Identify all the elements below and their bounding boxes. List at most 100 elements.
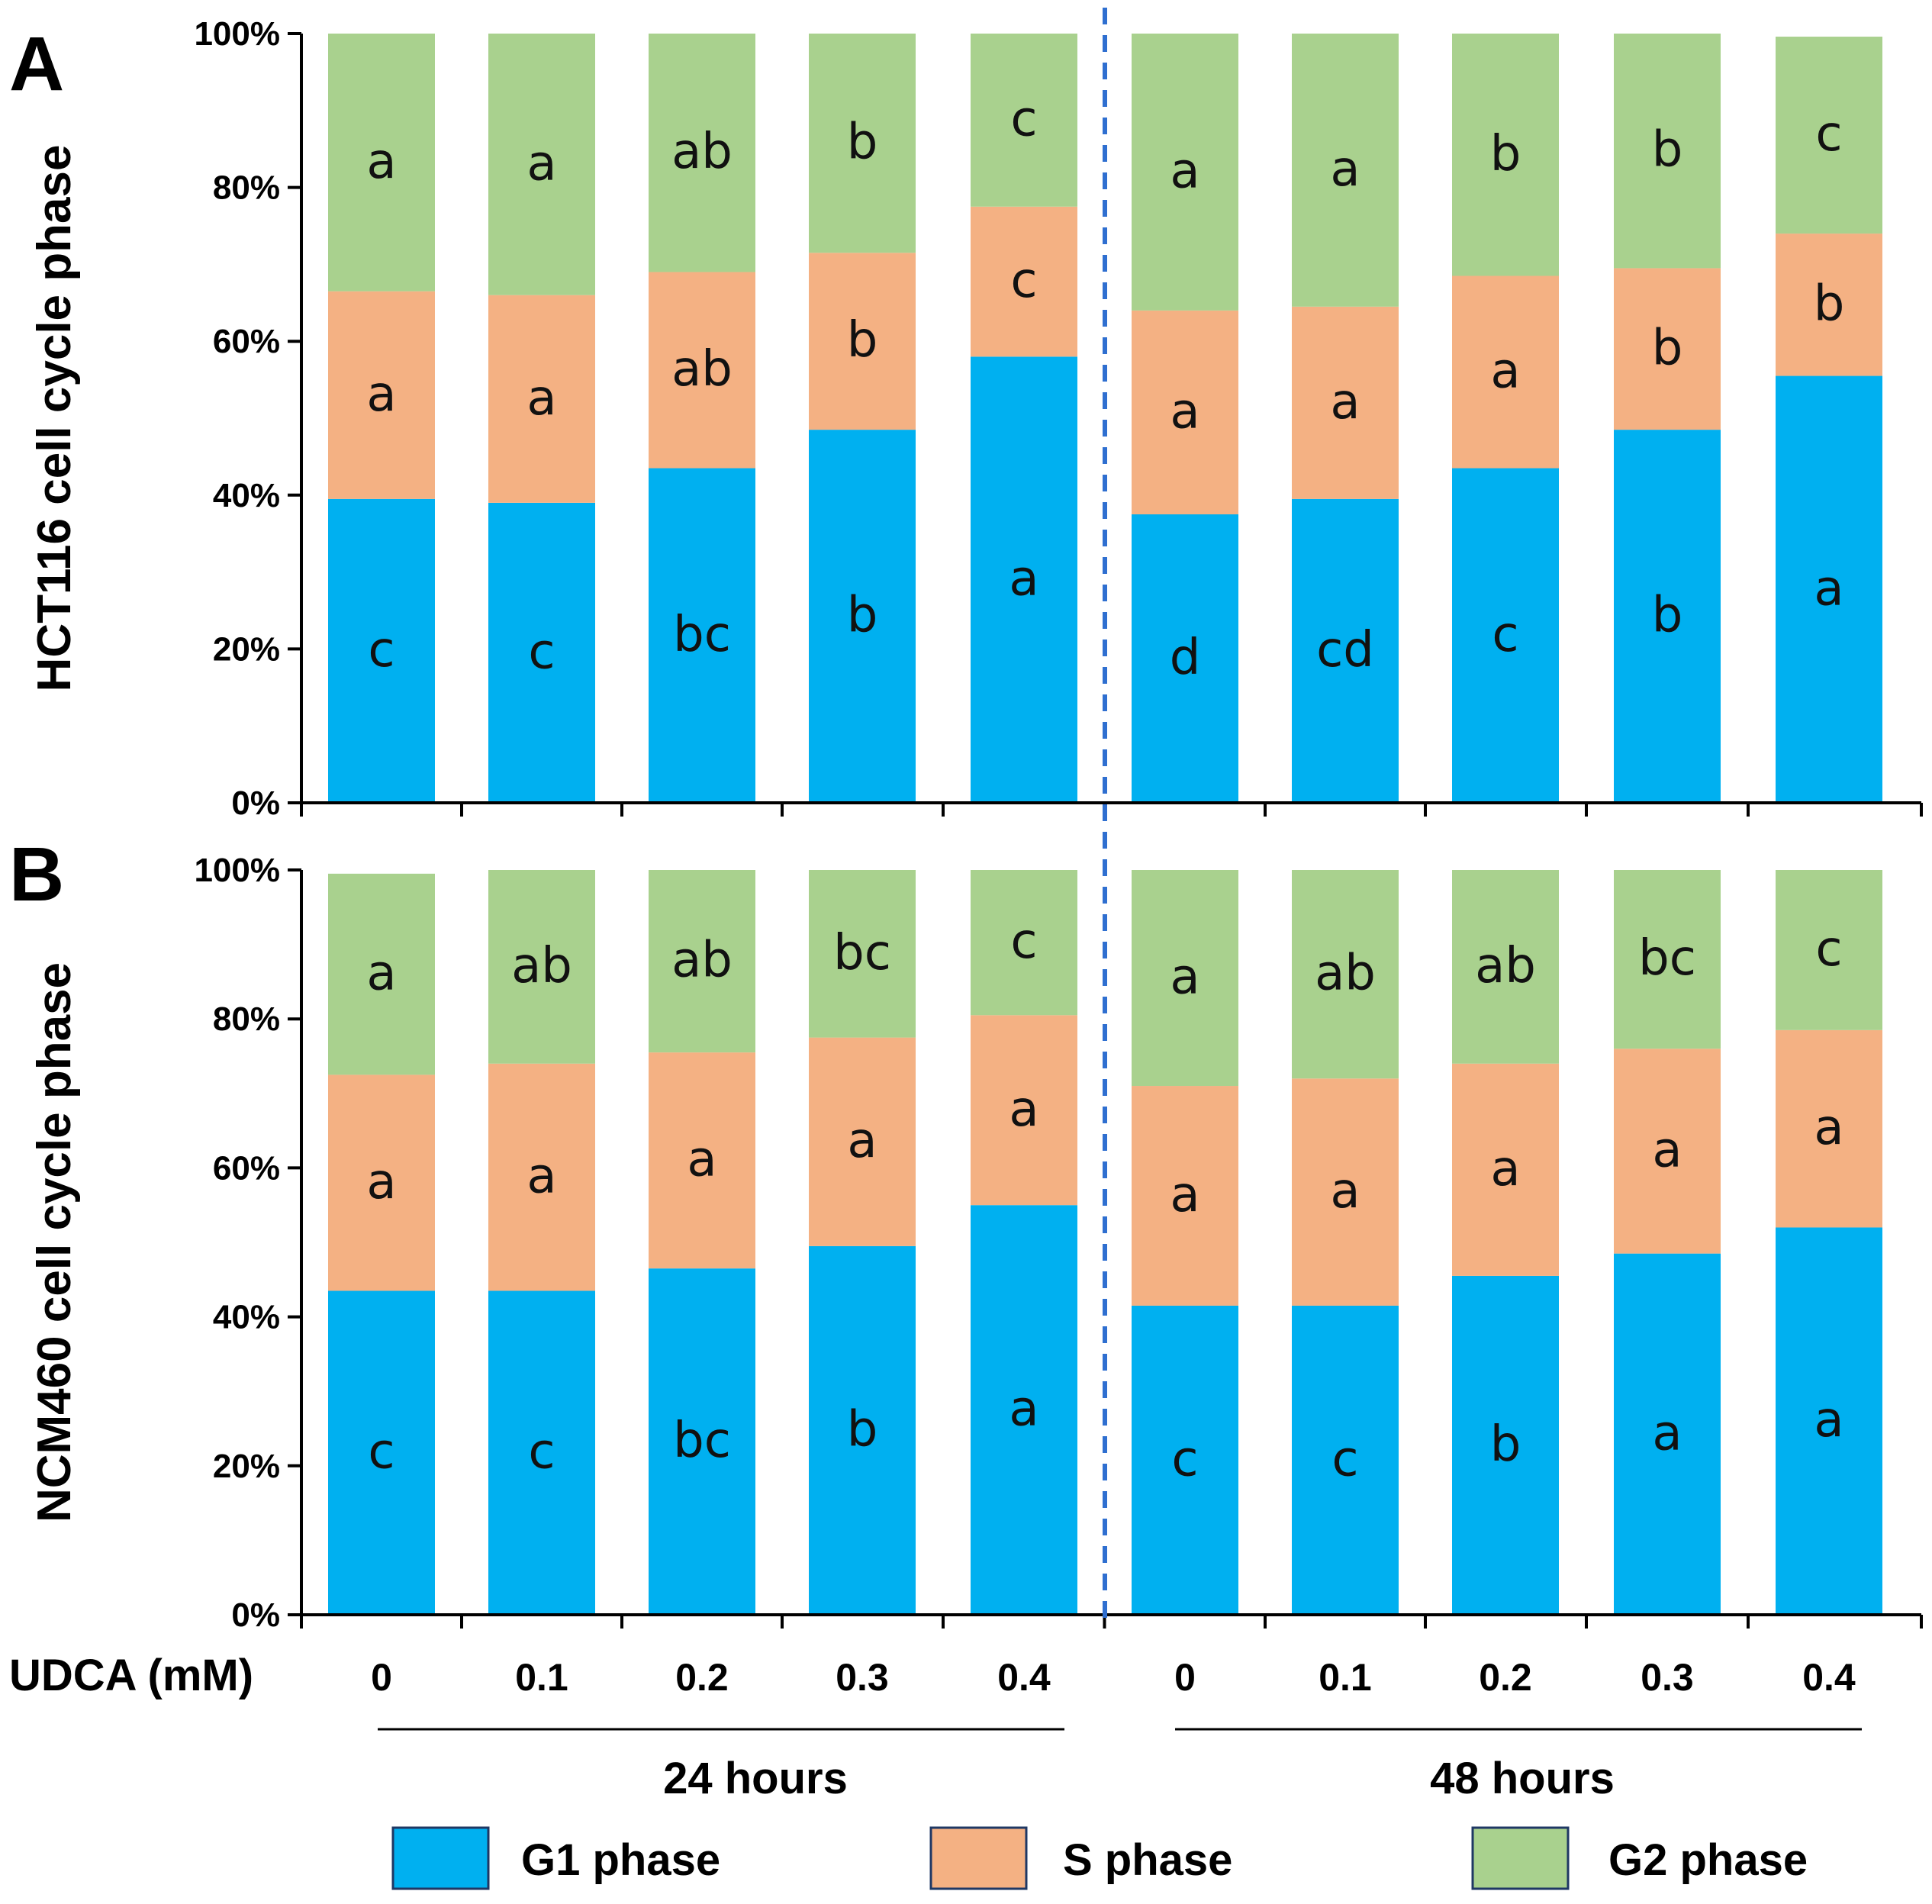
- sig-letter-b-g2-1: ab: [511, 938, 572, 994]
- x-tick-label: 0.3: [836, 1656, 889, 1699]
- legend-label-g1: G1 phase: [521, 1835, 720, 1885]
- bar-a-g1-1: [488, 502, 595, 803]
- panel-letter-a: A: [9, 21, 64, 107]
- y-tick-label: 20%: [213, 1448, 280, 1485]
- bar-b-g2-6: [1292, 870, 1399, 1079]
- sig-letter-a-g2-7: b: [1490, 126, 1521, 182]
- bar-a-s-1: [488, 295, 595, 503]
- x-axis-title: UDCA (mM): [9, 1651, 253, 1700]
- sig-letter-b-g1-2: bc: [673, 1413, 731, 1469]
- sig-letter-b-g2-6: ab: [1315, 946, 1376, 1002]
- bar-a-s-5: [1132, 310, 1238, 514]
- sig-letter-a-g1-0: c: [368, 622, 394, 678]
- legend-label-s: S phase: [1063, 1835, 1232, 1885]
- sig-letter-b-s-3: a: [847, 1113, 877, 1169]
- bar-a-g2-1: [488, 34, 595, 295]
- sig-letter-a-s-5: a: [1170, 383, 1199, 440]
- bar-a-g1-9: [1776, 375, 1882, 803]
- bar-a-g1-7: [1452, 468, 1559, 803]
- bar-b-g1-8: [1614, 1253, 1721, 1615]
- legend-label-g2: G2 phase: [1608, 1835, 1808, 1885]
- x-tick-label: 0.4: [997, 1656, 1051, 1699]
- sig-letter-b-s-4: a: [1009, 1081, 1038, 1138]
- sig-letter-b-g2-0: a: [366, 946, 396, 1002]
- sig-letter-b-s-7: a: [1490, 1141, 1520, 1197]
- sig-letter-a-g1-4: a: [1009, 551, 1038, 607]
- bar-b-g2-4: [971, 870, 1077, 1016]
- bar-a-g2-2: [649, 34, 755, 272]
- bar-b-g1-3: [809, 1245, 916, 1615]
- sig-letter-b-g2-2: ab: [671, 933, 733, 989]
- sig-letter-a-g2-1: a: [526, 135, 556, 192]
- bar-b-s-3: [809, 1037, 916, 1246]
- sig-letter-b-g2-8: bc: [1638, 930, 1696, 987]
- bar-b-s-7: [1452, 1063, 1559, 1276]
- x-tick-label: 0.1: [515, 1656, 568, 1699]
- bar-b-g1-0: [328, 1290, 435, 1615]
- x-tick-labels: 0 0.1 0.2 0.3 0.4 0 0.1 0.2 0.3 0.4: [371, 1656, 1856, 1699]
- sig-letter-a-g1-7: c: [1492, 607, 1518, 663]
- bar-b-g2-1: [488, 870, 595, 1064]
- sig-letter-b-s-9: a: [1814, 1100, 1843, 1156]
- bar-a-s-6: [1292, 306, 1399, 499]
- sig-letter-a-s-9: b: [1814, 275, 1845, 332]
- x-axis: UDCA (mM) 0 0.1 0.2 0.3 0.4 0 0.1 0.2 0.3 0.4 24 …: [9, 1651, 1862, 1803]
- x-tick-label: 0: [1174, 1656, 1196, 1699]
- bar-b-s-0: [328, 1074, 435, 1291]
- bar-b-g2-8: [1614, 870, 1721, 1049]
- bar-a-g2-8: [1614, 34, 1721, 269]
- y-tick-label: 100%: [194, 15, 280, 53]
- sig-letter-a-g1-3: b: [847, 588, 878, 644]
- bar-a-s-0: [328, 291, 435, 499]
- bar-a-g1-3: [809, 430, 916, 803]
- y-tick-label: 60%: [213, 323, 280, 360]
- bar-b-g2-0: [328, 873, 435, 1075]
- bar-a-g1-6: [1292, 498, 1399, 803]
- legend-item-g1: G1 phase: [391, 1826, 720, 1890]
- bar-b-g1-5: [1132, 1305, 1238, 1615]
- sig-letter-a-s-8: b: [1652, 320, 1683, 376]
- sig-letter-a-g2-3: b: [847, 114, 878, 171]
- sig-letter-b-s-6: a: [1330, 1163, 1360, 1219]
- sig-letter-b-g1-3: b: [847, 1401, 878, 1458]
- y-axis-title-a: HCT116 cell cycle phase: [28, 145, 81, 692]
- bar-a-g1-2: [649, 468, 755, 803]
- legend-swatch-g2: [1471, 1826, 1570, 1890]
- sig-letter-b-g1-8: a: [1652, 1405, 1682, 1461]
- sig-letter-a-g2-9: c: [1815, 106, 1842, 163]
- bar-a-g2-3: [809, 34, 916, 253]
- bar-b-s-1: [488, 1063, 595, 1291]
- y-tick-label: 0%: [231, 784, 280, 822]
- sig-letter-a-s-7: a: [1490, 343, 1520, 400]
- legend-swatch-g1: [391, 1826, 490, 1890]
- bar-a-g2-0: [328, 34, 435, 292]
- sig-letter-a-g1-9: a: [1814, 560, 1843, 617]
- bar-b-g1-9: [1776, 1227, 1882, 1615]
- sig-letter-a-g2-6: a: [1330, 141, 1360, 198]
- group-label-24h: 24 hours: [663, 1754, 848, 1803]
- group-label-48h: 48 hours: [1430, 1754, 1615, 1803]
- legend: G1 phase S phase G2 phase: [391, 1826, 1808, 1890]
- bars: c a a c a ab bc a ab b a bc a a c c a a c a ab b a ab a a bc a a c: [328, 870, 1882, 1615]
- sig-letter-b-g2-3: bc: [833, 925, 891, 981]
- y-tick-label: 0%: [231, 1596, 280, 1634]
- sig-letter-b-g2-7: ab: [1475, 938, 1536, 994]
- sig-letter-a-g1-2: bc: [673, 607, 731, 663]
- sig-letter-a-s-2: ab: [671, 341, 733, 398]
- sig-letter-b-g1-6: c: [1331, 1431, 1358, 1487]
- sig-letter-a-g2-0: a: [366, 134, 396, 190]
- sig-letter-b-s-8: a: [1652, 1122, 1682, 1178]
- sig-letter-a-g2-8: b: [1652, 122, 1683, 179]
- bar-b-g2-5: [1132, 870, 1238, 1087]
- bar-b-g1-2: [649, 1268, 755, 1615]
- bar-b-g2-3: [809, 870, 916, 1038]
- bar-a-g2-7: [1452, 34, 1559, 276]
- bar-b-s-9: [1776, 1029, 1882, 1228]
- y-tick-label: 60%: [213, 1149, 280, 1187]
- legend-item-s: S phase: [929, 1826, 1232, 1890]
- bar-a-g2-6: [1292, 34, 1399, 307]
- legend-item-g2: G2 phase: [1471, 1826, 1808, 1890]
- sig-letter-a-g1-1: c: [528, 623, 555, 680]
